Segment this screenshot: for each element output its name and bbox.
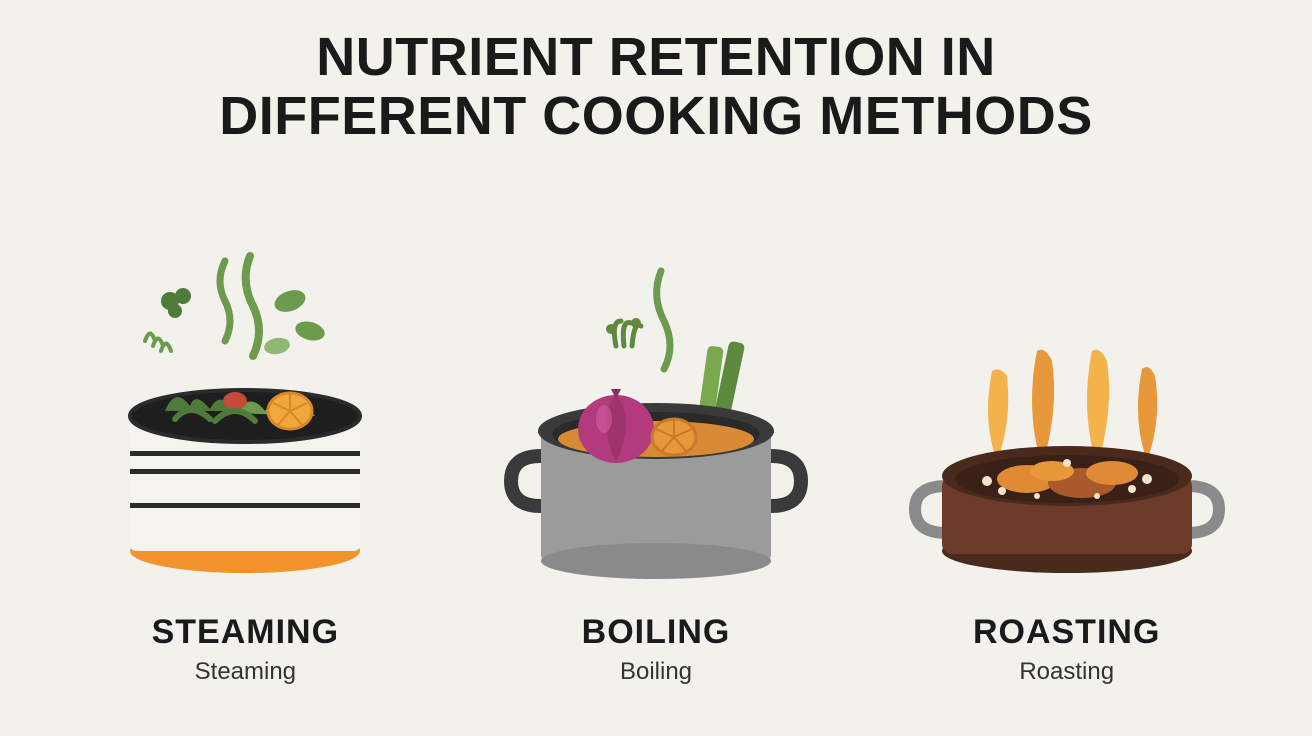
steaming-label-sub: Steaming xyxy=(195,658,296,686)
steaming-label-main: STEAMING xyxy=(152,613,339,652)
roasting-illustration xyxy=(897,251,1237,591)
roasting-label-sub: Roasting xyxy=(1019,658,1114,686)
method-steaming: STEAMING Steaming xyxy=(60,251,431,686)
boiling-label-main: BOILING xyxy=(582,613,731,652)
boiling-illustration xyxy=(486,251,826,591)
methods-row: STEAMING Steaming xyxy=(0,147,1312,736)
title-line-1: NUTRIENT RETENTION IN xyxy=(316,27,996,87)
page-title: NUTRIENT RETENTION IN DIFFERENT COOKING … xyxy=(219,28,1093,147)
method-boiling: BOILING Boiling xyxy=(471,251,842,686)
method-roasting: ROASTING Roasting xyxy=(881,251,1252,686)
boiling-label-sub: Boiling xyxy=(620,658,692,686)
title-line-2: DIFFERENT COOKING METHODS xyxy=(219,86,1093,146)
infographic-canvas: NUTRIENT RETENTION IN DIFFERENT COOKING … xyxy=(0,0,1312,736)
roasting-label-main: ROASTING xyxy=(973,613,1160,652)
steaming-illustration xyxy=(75,251,415,591)
